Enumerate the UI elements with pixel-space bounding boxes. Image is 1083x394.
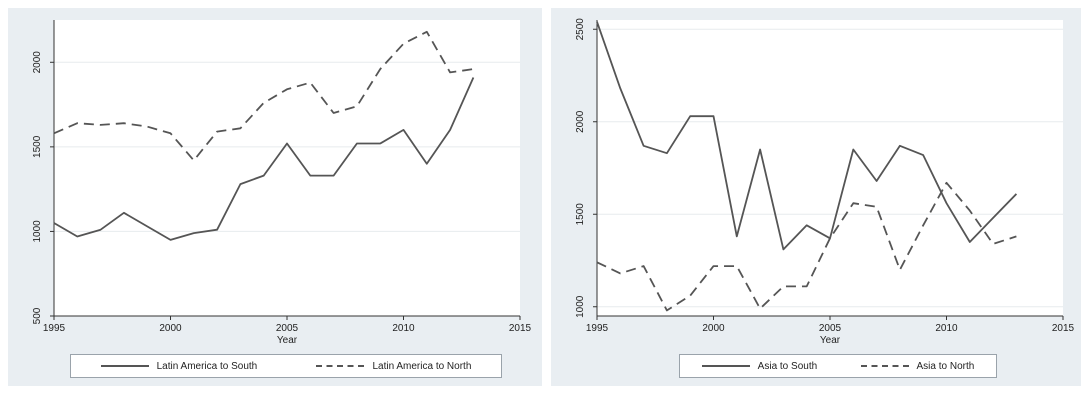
x-axis-title: Year xyxy=(277,335,298,346)
legend-item: Latin America to South xyxy=(100,360,258,372)
y-tick-label: 2500 xyxy=(575,18,586,41)
series-line-dashed xyxy=(596,181,1017,312)
legend-swatch-dashed xyxy=(316,365,365,367)
plot-area xyxy=(54,20,520,316)
series-line-dashed xyxy=(53,30,474,162)
x-tick-label: 1995 xyxy=(586,323,609,334)
legend-label: Asia to North xyxy=(916,360,975,372)
legend-swatch-solid xyxy=(701,365,750,367)
legend-item: Latin America to North xyxy=(316,361,471,372)
plot-area xyxy=(597,20,1063,316)
y-tick-label: 1500 xyxy=(32,135,43,158)
x-tick-label: 1995 xyxy=(43,323,66,334)
legend-label: Asia to South xyxy=(757,360,818,372)
x-tick-label: 2015 xyxy=(1052,323,1075,334)
x-tick-label: 2010 xyxy=(935,323,958,334)
x-tick-label: 2000 xyxy=(702,323,725,334)
legend-label: Latin America to South xyxy=(156,360,258,372)
legend-label: Latin America to North xyxy=(372,360,472,372)
legend-asia: Asia to South Asia to North xyxy=(679,354,997,378)
legend-item: Asia to North xyxy=(860,360,975,372)
chart-panel-asia: 1000 1500 2000 2500 1995 2000 2005 2010 2015 Year… xyxy=(551,8,1081,386)
series-line-solid xyxy=(596,21,1018,251)
x-tick-label: 2005 xyxy=(276,323,299,334)
y-tick-label: 500 xyxy=(32,307,43,324)
y-tick-label: 1000 xyxy=(32,220,43,243)
y-tick-label: 2000 xyxy=(32,51,43,74)
x-tick-label: 2005 xyxy=(819,323,842,334)
series-line-solid xyxy=(53,77,475,241)
y-tick-label: 1500 xyxy=(575,203,586,226)
y-tick-label: 2000 xyxy=(575,110,586,133)
x-axis-title: Year xyxy=(820,335,841,346)
legend-swatch-solid xyxy=(100,365,149,367)
legend-latin-america: Latin America to South Latin America to … xyxy=(70,354,502,378)
chart-latin-america: 500 1000 1500 2000 1995 2000 2005 2010 2015 Year xyxy=(32,20,532,346)
y-tick-label: 1000 xyxy=(575,295,586,318)
x-tick-label: 2000 xyxy=(159,323,182,334)
legend-item: Asia to South xyxy=(701,360,818,372)
legend-swatch-dashed xyxy=(860,365,909,367)
chart-panel-latin-america: 500 1000 1500 2000 1995 2000 2005 2010 2015 Year … xyxy=(8,8,542,386)
x-tick-label: 2015 xyxy=(509,323,532,334)
x-tick-label: 2010 xyxy=(392,323,415,334)
chart-asia: 1000 1500 2000 2500 1995 2000 2005 2010 2015 Year xyxy=(575,18,1075,346)
